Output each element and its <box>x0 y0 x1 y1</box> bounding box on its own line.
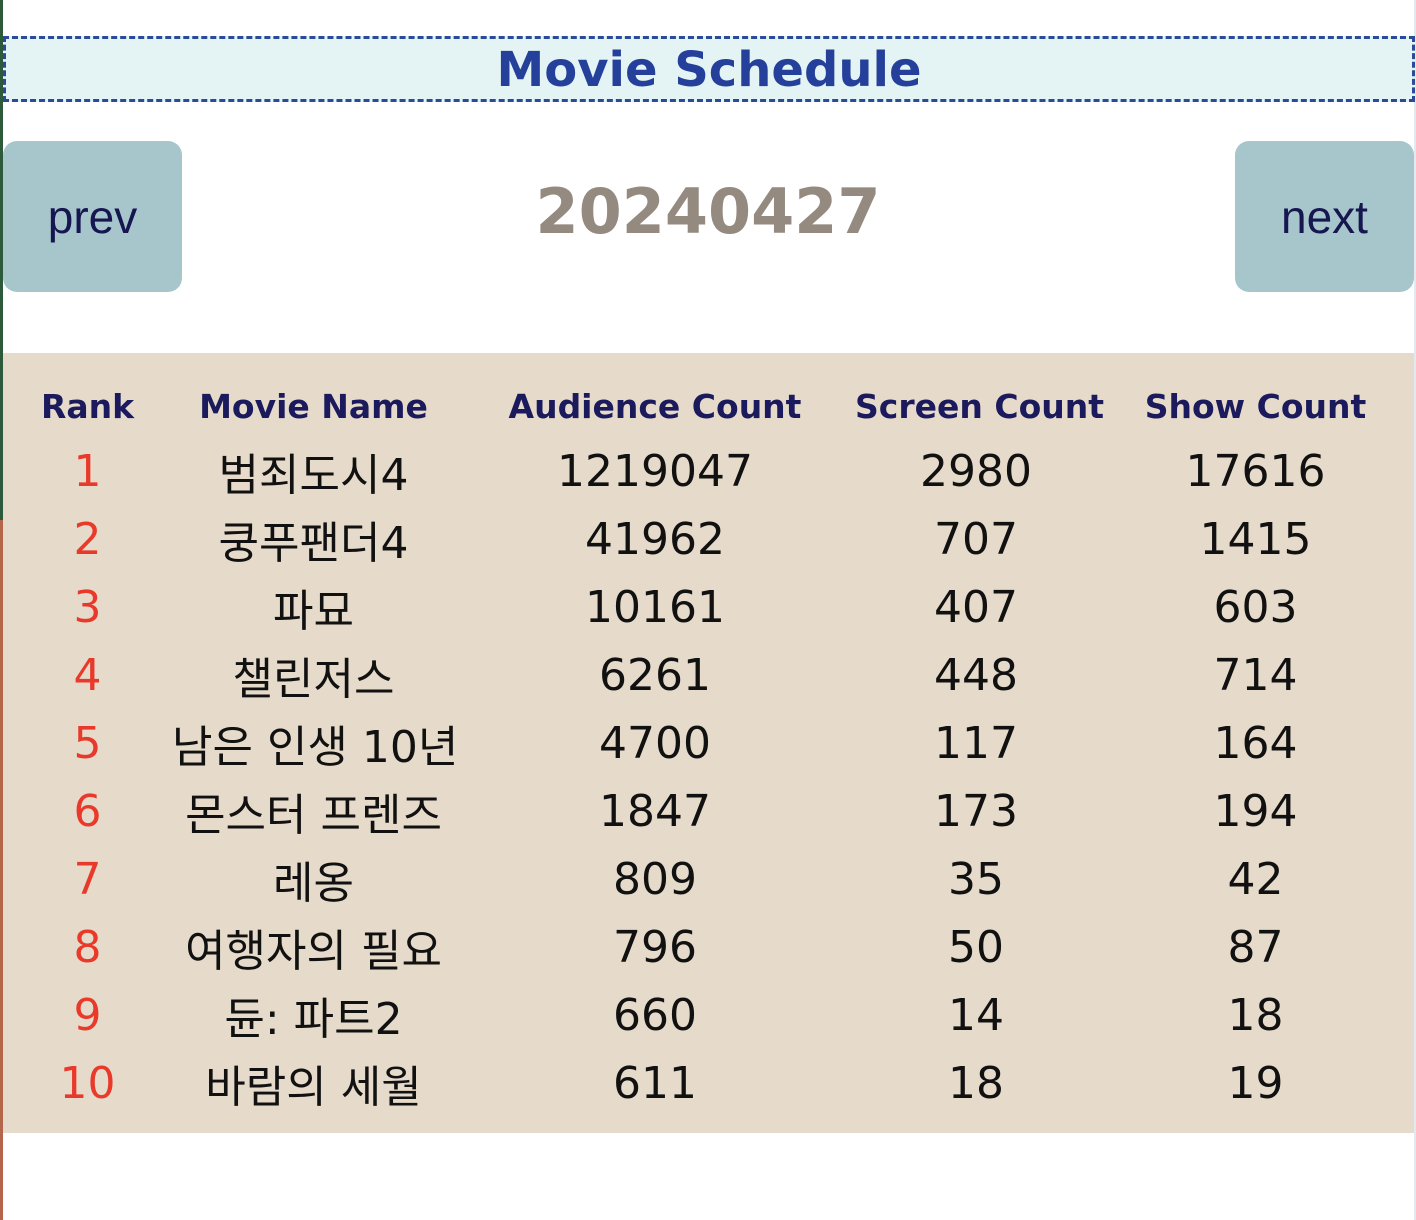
table-row: 9 듄: 파트2 660 14 18 <box>3 981 1414 1049</box>
screen-count-cell: 117 <box>934 717 1018 769</box>
audience-count-cell: 6261 <box>599 649 711 701</box>
movie-name-cell: 범죄도시4 <box>218 450 409 501</box>
rank-cell: 5 <box>73 717 102 769</box>
movie-name-cell: 레옹 <box>273 858 354 909</box>
audience-count-cell: 4700 <box>599 717 711 769</box>
screen-count-cell: 448 <box>934 649 1018 701</box>
movie-name-cell: 남은 인생 10년 <box>172 722 459 773</box>
prev-button[interactable]: prev <box>3 141 182 292</box>
show-count-cell: 19 <box>1227 1057 1284 1109</box>
show-count-cell: 1415 <box>1199 513 1312 565</box>
table-row: 2 쿵푸팬더4 41962 707 1415 <box>3 505 1414 573</box>
audience-count-cell: 660 <box>613 989 697 1041</box>
table-row: 4 챌린저스 6261 448 714 <box>3 641 1414 709</box>
table-row: 6 몬스터 프렌즈 1847 173 194 <box>3 777 1414 845</box>
table-row: 5 남은 인생 10년 4700 117 164 <box>3 709 1414 777</box>
page-title: Movie Schedule <box>496 42 922 98</box>
show-count-cell: 714 <box>1213 649 1298 701</box>
screen-count-cell: 707 <box>934 513 1018 565</box>
rank-cell: 2 <box>73 513 102 565</box>
header-banner: Movie Schedule <box>3 36 1415 102</box>
rank-cell: 10 <box>59 1057 116 1109</box>
rank-cell: 4 <box>73 649 102 701</box>
schedule-panel: Rank Movie Name Audience Count Screen Co… <box>3 353 1414 1133</box>
audience-count-cell: 809 <box>613 853 697 905</box>
next-button[interactable]: next <box>1235 141 1414 292</box>
rank-cell: 7 <box>73 853 102 905</box>
column-header-movie-name: Movie Name <box>199 386 428 426</box>
column-header-audience-count: Audience Count <box>508 386 802 426</box>
left-edge-strip-bottom <box>0 520 3 1220</box>
left-edge-strip-top <box>0 0 3 520</box>
screen-count-cell: 2980 <box>920 445 1032 497</box>
movie-name-cell: 파묘 <box>273 586 354 637</box>
rank-cell: 3 <box>73 581 102 633</box>
movie-name-cell: 듄: 파트2 <box>224 994 403 1045</box>
show-count-cell: 18 <box>1227 989 1284 1041</box>
rank-cell: 8 <box>73 921 102 973</box>
show-count-cell: 603 <box>1213 581 1298 633</box>
screen-count-cell: 407 <box>934 581 1018 633</box>
show-count-cell: 164 <box>1213 717 1298 769</box>
show-count-cell: 87 <box>1227 921 1284 973</box>
table-row: 8 여행자의 필요 796 50 87 <box>3 913 1414 981</box>
audience-count-cell: 796 <box>613 921 697 973</box>
column-header-screen-count: Screen Count <box>855 386 1104 426</box>
column-header-rank: Rank <box>40 386 135 426</box>
screen-count-cell: 18 <box>948 1057 1004 1109</box>
audience-count-cell: 611 <box>613 1057 697 1109</box>
show-count-cell: 42 <box>1227 853 1284 905</box>
table-header-row: Rank Movie Name Audience Count Screen Co… <box>3 375 1414 437</box>
screen-count-cell: 14 <box>948 989 1004 1041</box>
audience-count-cell: 10161 <box>585 581 725 633</box>
table-row: 10 바람의 세월 611 18 19 <box>3 1049 1414 1117</box>
right-edge-strip <box>1414 0 1416 1220</box>
rank-cell: 1 <box>73 445 102 497</box>
table-row: 1 범죄도시4 1219047 2980 17616 <box>3 437 1414 505</box>
screen-count-cell: 173 <box>934 785 1018 837</box>
rank-cell: 6 <box>73 785 102 837</box>
table-row: 7 레옹 809 35 42 <box>3 845 1414 913</box>
movie-name-cell: 여행자의 필요 <box>185 926 442 977</box>
movie-name-cell: 바람의 세월 <box>205 1062 422 1113</box>
screen-count-cell: 50 <box>948 921 1004 973</box>
column-header-show-count: Show Count <box>1144 386 1367 426</box>
movie-name-cell: 쿵푸팬더4 <box>218 518 409 569</box>
rank-cell: 9 <box>73 989 102 1041</box>
schedule-table: Rank Movie Name Audience Count Screen Co… <box>3 375 1414 1117</box>
show-count-cell: 17616 <box>1185 445 1326 497</box>
screen-count-cell: 35 <box>948 853 1004 905</box>
audience-count-cell: 41962 <box>585 513 725 565</box>
table-row: 3 파묘 10161 407 603 <box>3 573 1414 641</box>
movie-name-cell: 챌린저스 <box>232 654 395 705</box>
audience-count-cell: 1847 <box>599 785 711 837</box>
show-count-cell: 194 <box>1213 785 1298 837</box>
audience-count-cell: 1219047 <box>557 445 753 497</box>
current-date: 20240427 <box>535 175 881 248</box>
movie-name-cell: 몬스터 프렌즈 <box>185 790 442 841</box>
